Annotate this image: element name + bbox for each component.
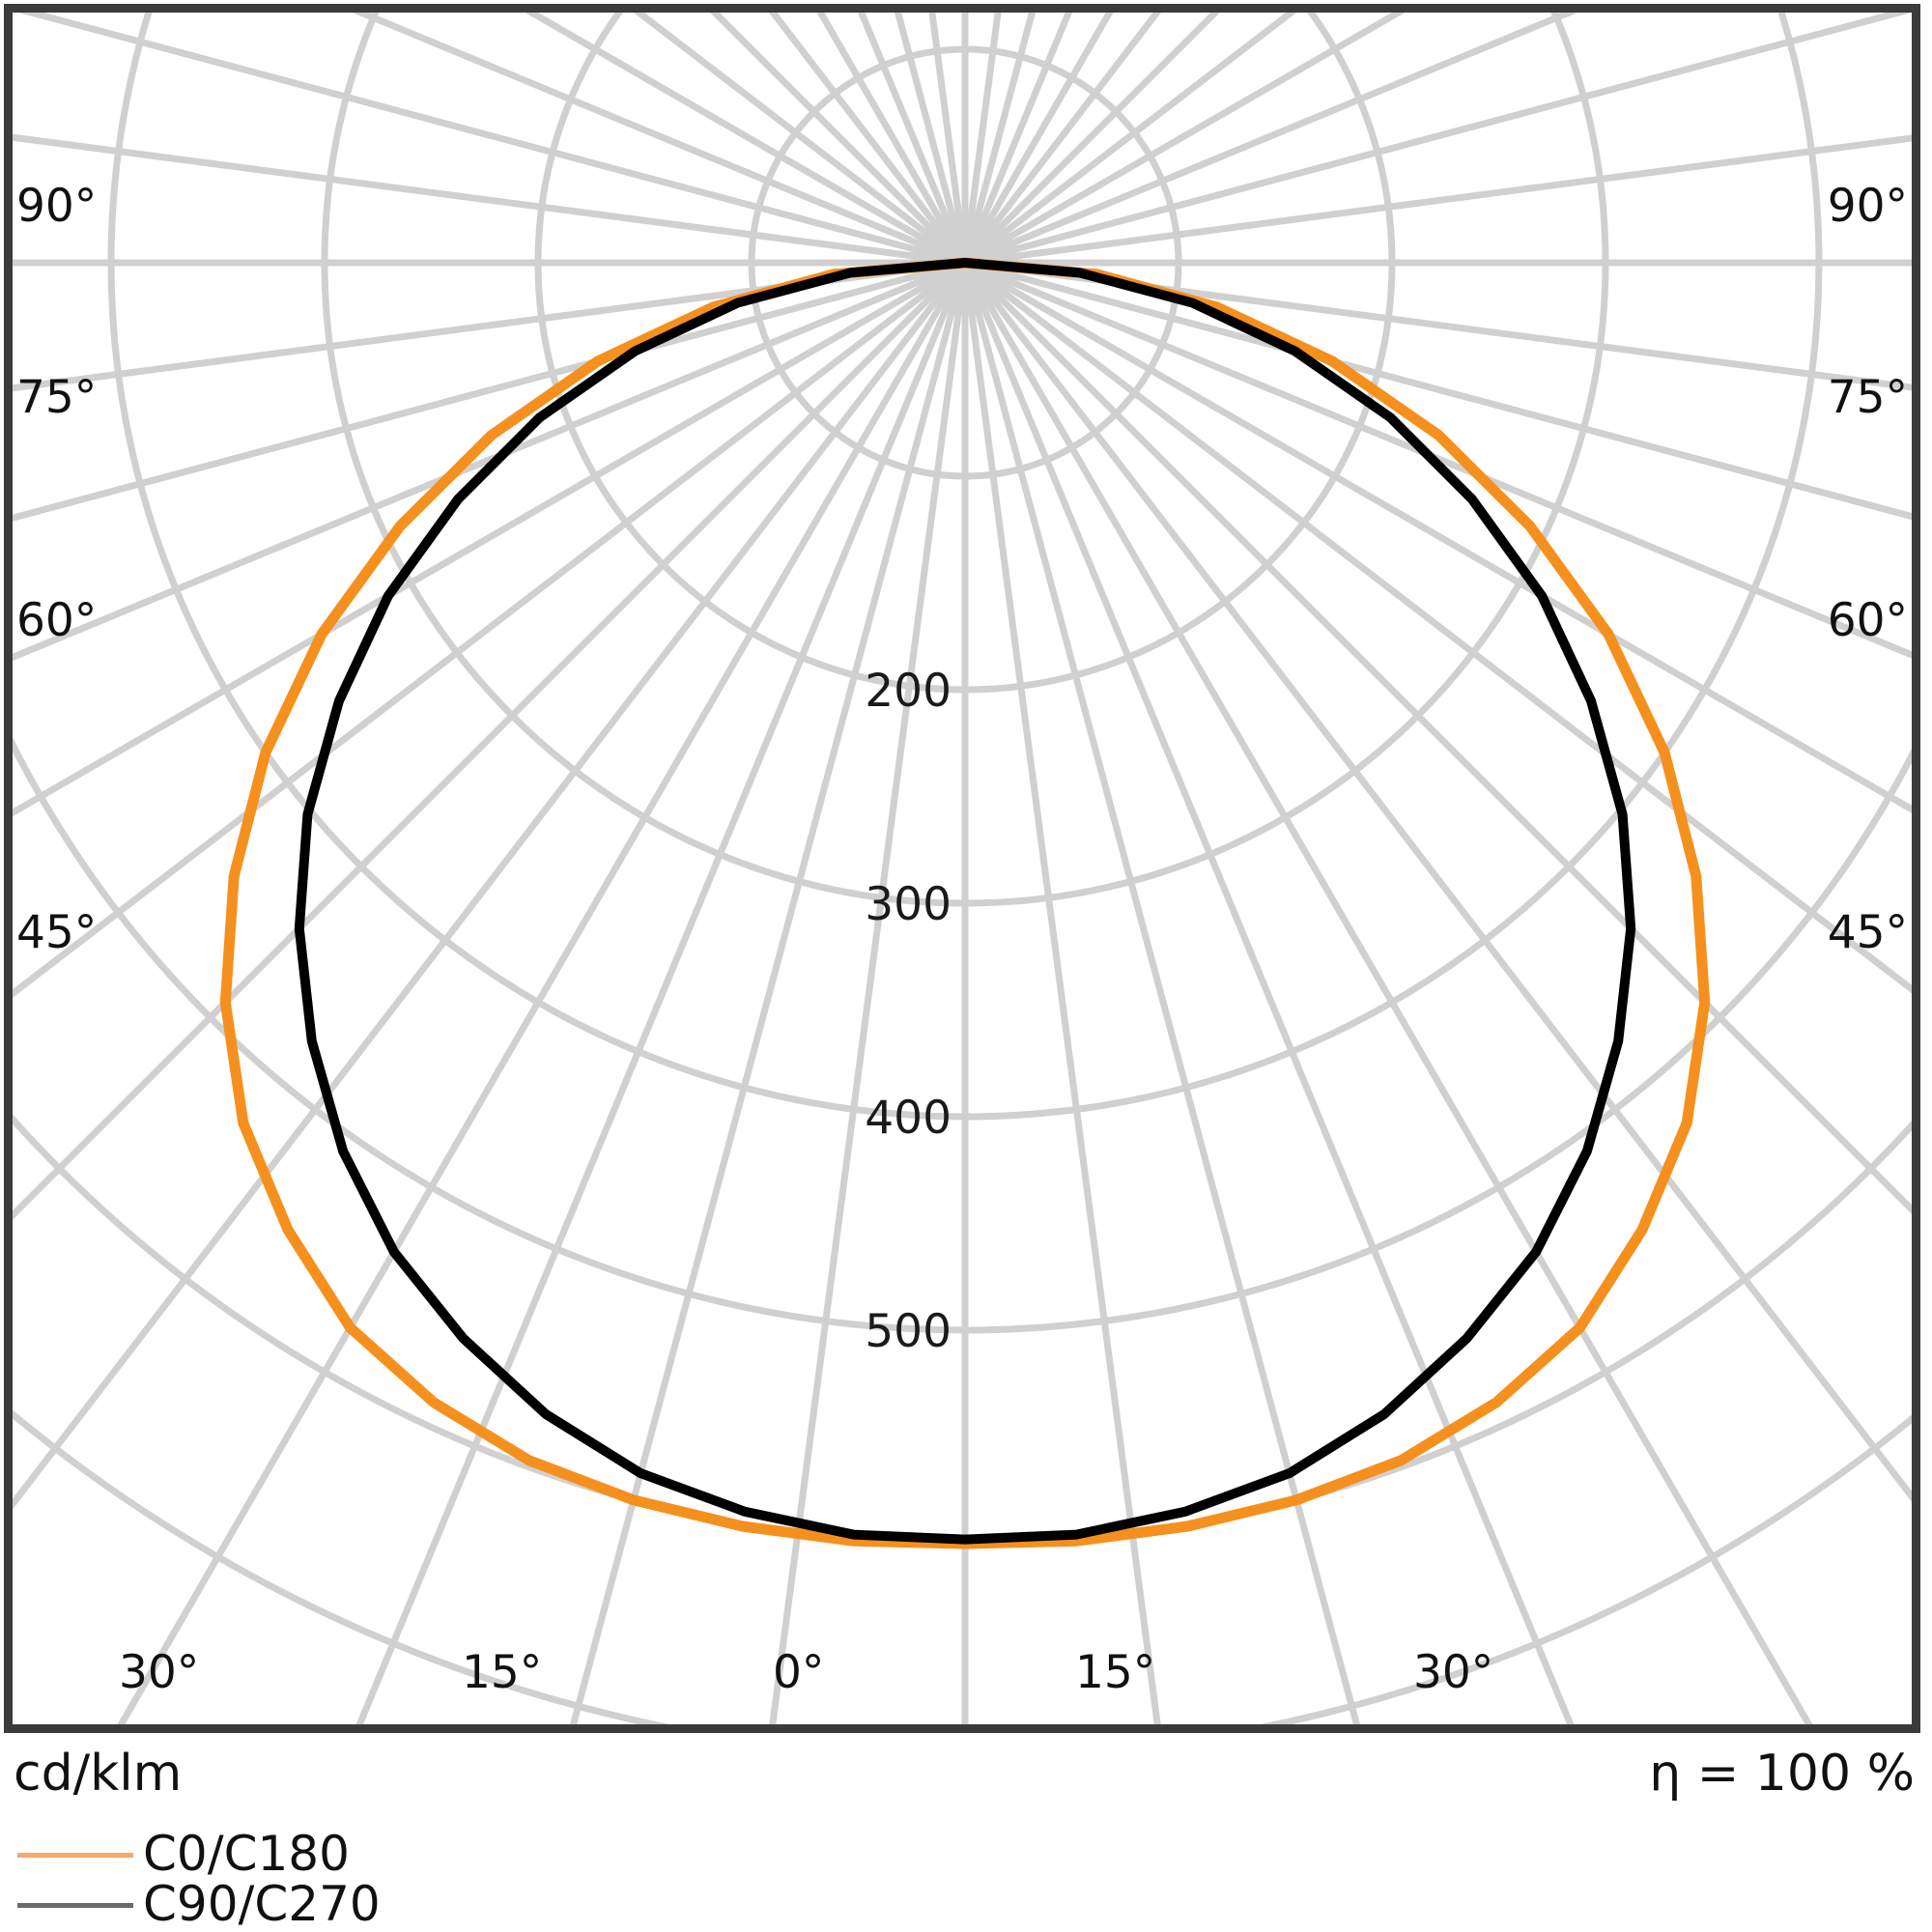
radial-tick-label: 500 <box>865 1305 952 1358</box>
unit-label: cd/klm <box>14 1745 183 1803</box>
plot-area: 200 300 400 500 90° 75° 60° 45° 90° 75° 60° 45° 30°… <box>13 13 1912 1724</box>
angular-tick-label-left: 75° <box>16 371 97 424</box>
legend-swatch-c90-c270 <box>17 1903 133 1908</box>
angular-tick-label-bottom: 15° <box>1075 1646 1155 1699</box>
legend-label-c0-c180: C0/C180 <box>143 1826 350 1882</box>
radial-tick-labels: 200 300 400 500 <box>865 665 952 1358</box>
legend: C0/C180 C90/C270 <box>0 1826 1932 1932</box>
radial-tick-label: 400 <box>865 1092 952 1145</box>
angular-tick-label-right: 75° <box>1828 371 1908 424</box>
angular-tick-labels: 90° 75° 60° 45° 90° 75° 60° 45° 30° 15° 0° 15° 30° <box>16 180 1908 1699</box>
efficiency-label: η = 100 % <box>1649 1745 1915 1803</box>
polar-grid <box>13 13 1912 1724</box>
angular-tick-label-right: 45° <box>1828 906 1908 959</box>
legend-swatch-c0-c180 <box>17 1853 133 1858</box>
legend-label-c90-c270: C90/C270 <box>143 1876 381 1932</box>
angular-tick-label-bottom: 0° <box>773 1646 824 1699</box>
angular-tick-label-bottom: 30° <box>1413 1646 1493 1699</box>
angular-tick-label-left: 45° <box>16 906 97 959</box>
angular-tick-label-bottom: 30° <box>119 1646 199 1699</box>
distribution-curves <box>219 257 1711 1549</box>
angular-tick-label-right: 90° <box>1828 180 1908 233</box>
angular-tick-label-bottom: 15° <box>462 1646 542 1699</box>
plot-footer: cd/klm η = 100 % <box>0 1739 1932 1816</box>
angular-tick-label-right: 60° <box>1828 594 1908 647</box>
polar-plot-svg: 200 300 400 500 90° 75° 60° 45° 90° 75° 60° 45° 30°… <box>13 13 1912 1724</box>
angular-tick-label-left: 60° <box>16 594 97 647</box>
angular-tick-label-left: 90° <box>16 180 97 233</box>
plot-frame: 200 300 400 500 90° 75° 60° 45° 90° 75° 60° 45° 30°… <box>4 4 1920 1733</box>
radial-tick-label: 200 <box>865 665 952 718</box>
radial-tick-label: 300 <box>865 878 952 931</box>
